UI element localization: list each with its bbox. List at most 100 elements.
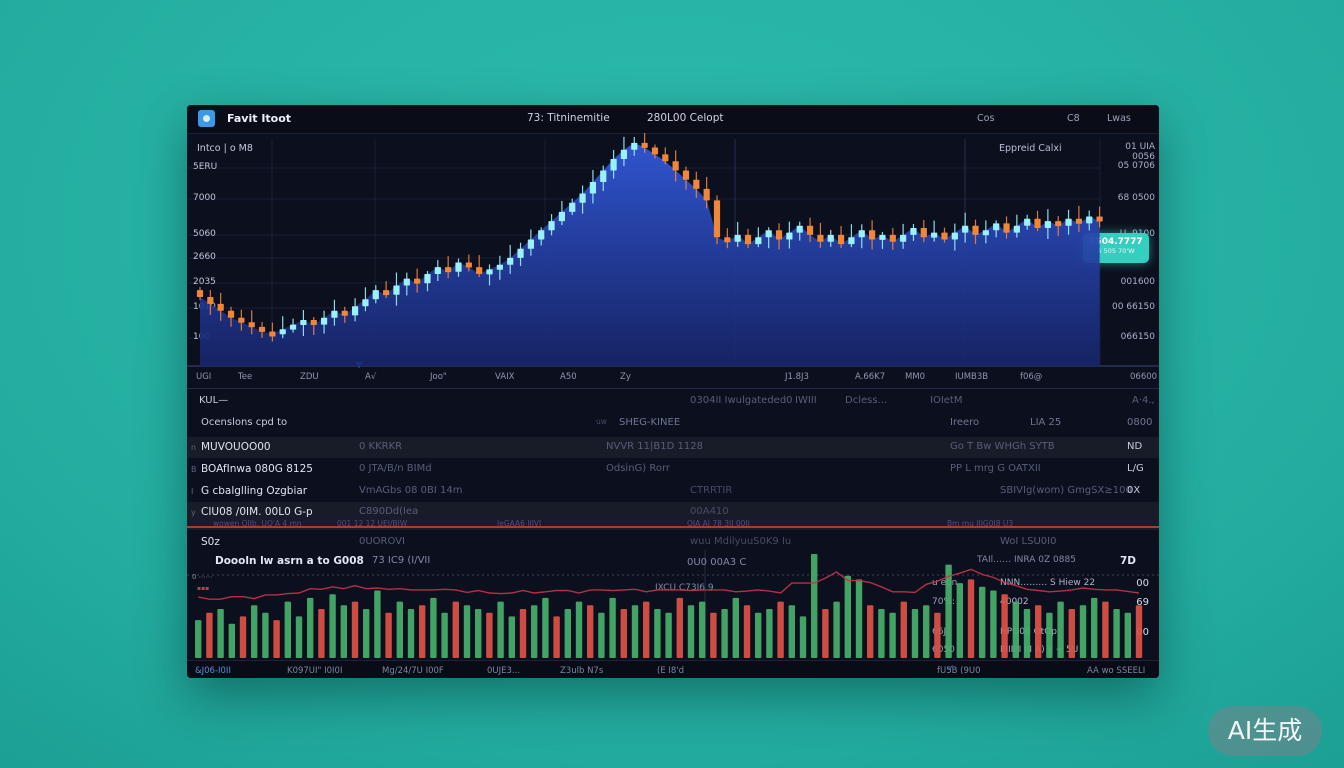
row-name: MUVOUOO00 xyxy=(201,441,271,453)
ai-watermark-badge: AI生成 xyxy=(1208,706,1322,756)
row-cell: WoI LSU0I0 xyxy=(1000,536,1057,547)
status-item: K097UI" I0I0I xyxy=(287,666,343,676)
status-center-label2: (E I8'd xyxy=(657,666,685,676)
menu-item[interactable]: 73: Titninemitie xyxy=(527,112,610,124)
row-name: S0z xyxy=(201,536,220,548)
row-cell: VmAGbs 08 0BI 14m xyxy=(359,485,463,496)
table-row[interactable]: I G cbalglling Ozgbiar VmAGbs 08 0BI 14m CT… xyxy=(187,481,1159,502)
row-name: G cbalglling Ozgbiar xyxy=(201,485,308,497)
volume-right-title: TAIl…… INRA 0Z 0885 xyxy=(977,555,1076,565)
table-row[interactable]: n MUVOUOO00 0 KKRKR NVVR 11|B1D 1128 Go T Bw… xyxy=(187,437,1159,458)
volume-center-label: 0U0 00A3 C xyxy=(687,557,747,568)
row-value: ND xyxy=(1127,441,1143,452)
volume-left-mark: 0 ⋯⋯ xyxy=(192,573,213,581)
status-center-label: Z3ulb N7s xyxy=(560,666,604,676)
row-cell: 0 KKRKR xyxy=(359,441,403,452)
y-axis-label: 5060 xyxy=(193,229,216,239)
row-cell: SBIVIg(wom) GmgSX≥100 xyxy=(1000,485,1132,496)
row-value: 0X xyxy=(1127,485,1141,496)
status-right-label2: AA wo SSEELI xyxy=(1087,666,1146,676)
toolbar-item[interactable]: 0304II Iwulgateded0 xyxy=(690,395,793,406)
volume-section-title: Doooln lw asrn a to G008 xyxy=(215,555,364,567)
volume-section-subtitle: 73 IC9 (I/VII xyxy=(372,555,431,566)
row-name: BOAfInwa 080G 8125 xyxy=(201,463,313,475)
row-cell: Go T Bw WHGh SYTB xyxy=(950,441,1055,452)
x-axis-label: Joo" xyxy=(430,372,447,382)
menu-item[interactable]: 280L00 Celopt xyxy=(647,112,724,124)
column-header[interactable]: Ireero xyxy=(950,417,980,428)
candlestick-chart-canvas[interactable] xyxy=(187,133,1159,369)
row-status-icon: n xyxy=(191,443,197,452)
indicator-value: 00 xyxy=(1136,627,1149,638)
indicator-text: NNN……… S Hiew 22 xyxy=(1000,578,1096,588)
row-subcell: wowen OIIb. UO'A 4 mn xyxy=(213,519,302,528)
x-axis-label: Tee xyxy=(238,372,253,382)
volume-chart-canvas[interactable] xyxy=(187,550,1159,660)
price-badge-value: T504.7777 xyxy=(1089,237,1143,247)
status-item[interactable]: &J06-I0II xyxy=(195,666,231,676)
volume-center-sublabel: IXCU C73I6 9 xyxy=(655,583,714,593)
chart-expected-label: Eppreid Calxi xyxy=(999,143,1062,154)
titlebar-action[interactable]: C8 xyxy=(1067,113,1080,124)
row-cell: PP L mrg G OATXII xyxy=(950,463,1041,474)
row-status-icon: B xyxy=(191,465,197,474)
y-axis-label-right: 68 0500 xyxy=(1117,193,1155,203)
row-name: CIU08 /0IM. 00L0 G-p xyxy=(201,506,313,518)
row-cell: wuu MdilyuuS0K9 Iu xyxy=(690,536,792,547)
app-logo-icon[interactable] xyxy=(198,110,215,127)
indicator-label[interactable]: u eon xyxy=(932,578,958,588)
app-title: Favit Itoot xyxy=(227,112,292,125)
x-axis-label: MM0 xyxy=(905,372,926,382)
table-header-row: Ocenslons cpd to uw SHEG-KINEE Ireero LIA 25… xyxy=(187,413,1159,434)
x-axis-label: UGI xyxy=(196,372,212,382)
toolbar-item[interactable]: Dcless... xyxy=(845,395,888,406)
x-axis-label: f06@ xyxy=(1020,372,1043,382)
toolbar-item[interactable]: IOIetM xyxy=(930,395,963,406)
status-bar: ✓ &J06-I0II K097UI" I0I0I Mg/24/7U I00F 0UJ… xyxy=(187,660,1159,678)
chart-legend: Intco | o M8 xyxy=(197,143,253,154)
status-right-label: fU5B (9U0 xyxy=(937,666,981,676)
column-header[interactable]: Ocenslons cpd to xyxy=(201,417,288,428)
y-axis-label-right: 00 66150 xyxy=(1112,302,1155,312)
trading-app-window: Favit Itoot 73: Titninemitie 280L00 Celop… xyxy=(187,105,1159,678)
toolbar-item[interactable]: IWIII xyxy=(795,395,817,406)
column-header-small: uw xyxy=(596,417,607,426)
y-axis-label-right: 066150 xyxy=(1120,332,1155,342)
column-header[interactable]: 0800 xyxy=(1127,417,1153,428)
row-cell: 0UOROVI xyxy=(359,536,405,547)
table-row[interactable]: S0z 0UOROVI wuu MdilyuuS0K9 Iu WoI LSU0I0 xyxy=(187,532,1159,553)
table-row[interactable]: B BOAfInwa 080G 8125 0 JTA/B/n BIMd OdsinG)… xyxy=(187,459,1159,480)
y-axis-label: 7000 xyxy=(193,193,216,203)
toolbar-left-label[interactable]: KUL— xyxy=(199,395,229,406)
x-axis-label: ZDU xyxy=(300,372,319,382)
row-subcell: 001 12 12 UEI/BIW xyxy=(337,519,408,528)
column-header[interactable]: SHEG-KINEE xyxy=(619,417,681,428)
table-toolbar-row: KUL— 0304II Iwulgateded0 IWIII Dcless... IOI… xyxy=(187,391,1159,412)
y-axis-label: 2035 xyxy=(193,277,216,287)
positions-table-section: KUL— 0304II Iwulgateded0 IWIII Dcless... IOI… xyxy=(187,388,1159,551)
x-axis-label: A.66K7 xyxy=(855,372,886,382)
table-row[interactable]: y CIU08 /0IM. 00L0 G-p C890Dd(Iea 00A410 wow… xyxy=(187,502,1159,530)
x-axis-label: J1.8J3 xyxy=(785,372,809,382)
indicator-label[interactable]: 70%: xyxy=(932,597,956,607)
y-axis-label: 5ERU xyxy=(193,162,218,172)
row-cell: 0 JTA/B/n BIMd xyxy=(359,463,432,474)
row-subcell: Bm mu IIIG0I8 U3 xyxy=(947,519,1014,528)
indicator-label[interactable]: 6050 xyxy=(932,645,955,655)
row-subcell: OIA AI 78 3II 00II xyxy=(687,519,750,528)
titlebar-action[interactable]: Lwas xyxy=(1107,113,1131,124)
row-value: L/G xyxy=(1127,463,1144,474)
y-axis-label-right: 01 UIA 0056 xyxy=(1125,142,1155,162)
status-item: Mg/24/7U I00F xyxy=(382,666,444,676)
y-axis-label-right: 05 0706 xyxy=(1117,161,1155,171)
price-badge-subvalue: 6 505 70'W xyxy=(1097,247,1135,255)
toolbar-more-button[interactable]: A·4., xyxy=(1132,395,1155,406)
y-axis-label: 2660 xyxy=(193,252,216,262)
column-header[interactable]: LIA 25 xyxy=(1030,417,1062,428)
x-axis-label: A√ xyxy=(365,372,377,382)
row-cell: C890Dd(Iea xyxy=(359,506,419,517)
y-axis-label-right: 001600 xyxy=(1120,277,1155,287)
row-status-icon: I xyxy=(191,487,194,496)
volume-left-mark2: ▪▪▪ xyxy=(197,585,210,592)
titlebar-action[interactable]: Cos xyxy=(977,113,995,124)
